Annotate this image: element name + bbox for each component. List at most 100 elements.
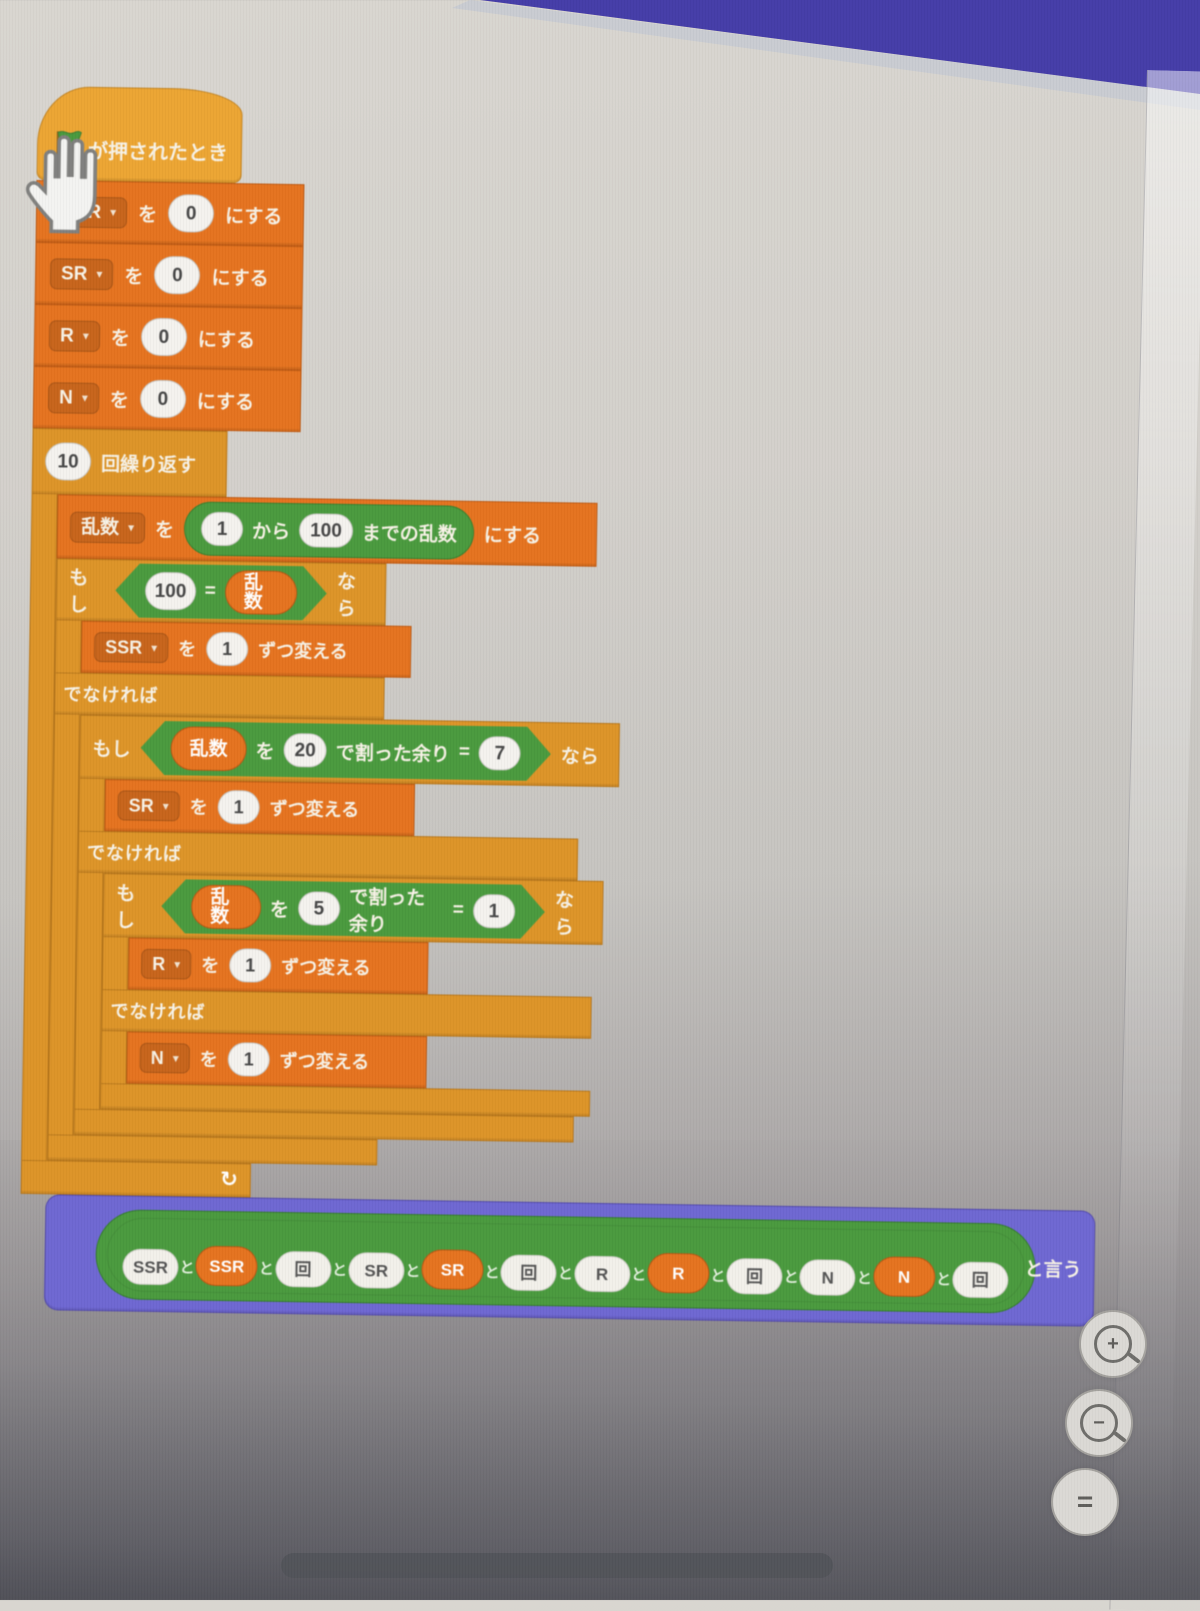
say-block[interactable]: SSR と SSR と 回 と SR と SR と 回 と R と R と 回 … <box>43 1194 1096 1327</box>
zoom-reset-icon: = <box>1076 1486 1094 1517</box>
variable-dropdown[interactable]: N ▾ <box>47 381 100 414</box>
chevron-down-icon: ▾ <box>151 640 158 655</box>
mod-equals-condition[interactable]: 乱数 を 5 で割った余り = 1 <box>161 879 545 939</box>
join-text-input[interactable]: SR <box>347 1252 405 1289</box>
operator-label: = <box>452 899 465 921</box>
particle-label: を <box>201 955 220 976</box>
compare-value-input[interactable]: 7 <box>479 736 522 771</box>
join-text-input[interactable]: 回 <box>500 1254 558 1292</box>
pick-random-reporter[interactable]: 1 から 100 までの乱数 <box>183 501 475 560</box>
repeat-block-header[interactable]: 10 回繰り返す <box>31 427 228 498</box>
value-input[interactable]: 1 <box>205 631 249 667</box>
repeat-count-input[interactable]: 10 <box>44 442 92 481</box>
divisor-input[interactable]: 20 <box>283 733 327 768</box>
if-equals-100-header[interactable]: もし 100 = 乱数 なら <box>55 558 387 626</box>
variable-name: N <box>150 1047 164 1069</box>
change-r-block[interactable]: R ▾ を 1 ずつ変える <box>127 937 429 995</box>
variable-name: SR <box>60 262 88 285</box>
variable-dropdown[interactable]: R ▾ <box>48 319 101 352</box>
compare-value-input[interactable]: 1 <box>473 894 516 929</box>
value-input[interactable]: 1 <box>228 948 272 983</box>
set-random-block[interactable]: 乱数 ▾ を 1 から 100 までの乱数 にする <box>56 494 598 567</box>
suffix-label: ずつ変える <box>281 956 371 979</box>
join-separator: と <box>557 1265 574 1283</box>
join-separator: と <box>856 1270 873 1288</box>
variable-dropdown[interactable]: SR ▾ <box>117 790 180 822</box>
particle-label: を <box>124 265 144 288</box>
variable-name: 乱数 <box>80 516 120 538</box>
join-text-input[interactable]: 回 <box>274 1250 332 1288</box>
set-n-block[interactable]: N ▾ を 0 にする <box>32 365 302 433</box>
set-sr-block[interactable]: SR ▾ を 0 にする <box>34 241 304 309</box>
variable-dropdown[interactable]: R ▾ <box>140 948 192 980</box>
chevron-down-icon: ▾ <box>174 957 181 972</box>
value-input[interactable]: 0 <box>154 255 201 295</box>
if-mod5-header[interactable]: もし 乱数 を 5 で割った余り = 1 なら <box>102 873 604 945</box>
random-from-input[interactable]: 1 <box>200 511 244 547</box>
from-label: から <box>251 520 291 543</box>
join-text-input[interactable]: N <box>799 1259 857 1296</box>
variable-dropdown[interactable]: SR ▾ <box>49 257 114 290</box>
random-to-input[interactable]: 100 <box>298 513 354 548</box>
join-separator: と <box>179 1259 195 1277</box>
particle-label: を <box>154 519 175 541</box>
scratch-script: が押されたとき SSR ▾ を 0 にする SR ▾ を 0 にする R ▾ を… <box>19 86 1188 1344</box>
minus-glyph: − <box>1093 1411 1105 1434</box>
horizontal-scrollbar[interactable] <box>281 1553 833 1578</box>
value-input[interactable]: 0 <box>167 194 215 233</box>
zoom-out-icon: − <box>1080 1404 1118 1442</box>
operator-label: = <box>204 580 216 602</box>
set-r-block[interactable]: R ▾ を 0 にする <box>33 303 303 371</box>
if2-arm[interactable] <box>78 778 106 832</box>
random-variable-reporter[interactable]: 乱数 <box>170 726 247 771</box>
change-n-block[interactable]: N ▾ を 1 ずつ変える <box>126 1031 428 1089</box>
zoom-reset-button[interactable]: = <box>1051 1468 1119 1536</box>
zoom-in-button[interactable]: + <box>1079 1310 1147 1378</box>
divisor-input[interactable]: 5 <box>298 891 341 926</box>
value-input[interactable]: 0 <box>139 379 187 419</box>
change-ssr-block[interactable]: SSR ▾ を 1 ずつ変える <box>80 620 412 678</box>
variable-dropdown[interactable]: N ▾ <box>139 1042 191 1074</box>
join-text-input[interactable]: 回 <box>726 1257 783 1295</box>
suffix-label: ずつ変える <box>258 640 348 662</box>
r-variable-reporter[interactable]: R <box>646 1252 710 1294</box>
else-bar-1[interactable]: でなければ <box>54 672 385 720</box>
join-text-input[interactable]: 回 <box>952 1261 1009 1299</box>
variable-dropdown[interactable]: 乱数 ▾ <box>69 511 146 544</box>
mod-equals-condition[interactable]: 乱数 を 20 で割った余り = 7 <box>140 721 551 781</box>
particle-label: を <box>109 389 130 411</box>
if-label: もし <box>115 883 136 932</box>
join-separator: と <box>405 1262 421 1281</box>
value-input[interactable]: 1 <box>217 789 261 825</box>
mod-label: で割った余り <box>335 742 450 766</box>
left-operand-input[interactable]: 100 <box>145 572 196 611</box>
variable-dropdown[interactable]: SSR ▾ <box>93 631 169 664</box>
suffix-label: にする <box>196 391 255 413</box>
sr-variable-reporter[interactable]: SR <box>421 1249 484 1291</box>
if1-arm[interactable] <box>54 620 82 673</box>
join-reporter-chain[interactable]: SSR と SSR と 回 と SR と SR と 回 と R と R と 回 … <box>94 1209 1037 1314</box>
then-label: なら <box>336 571 357 621</box>
join-separator: と <box>936 1271 952 1289</box>
if-label: もし <box>92 738 131 761</box>
if3-arm-else[interactable] <box>100 1031 128 1084</box>
repeat-bottom-bar[interactable]: ↻ <box>20 1159 252 1198</box>
random-variable-reporter[interactable]: 乱数 <box>191 885 261 930</box>
change-sr-block[interactable]: SR ▾ を 1 ずつ変える <box>104 779 416 837</box>
particle-label: を <box>189 797 208 818</box>
if-mod20-header[interactable]: もし 乱数 を 20 で割った余り = 7 なら <box>79 714 621 788</box>
value-input[interactable]: 0 <box>140 317 188 357</box>
if3-arm[interactable] <box>101 937 129 990</box>
zoom-out-button[interactable]: − <box>1065 1389 1133 1457</box>
equals-condition[interactable]: 100 = 乱数 <box>115 563 327 620</box>
then-label: なら <box>560 745 600 768</box>
join-text-input[interactable]: R <box>573 1255 631 1293</box>
random-variable-reporter[interactable]: 乱数 <box>224 570 297 615</box>
value-input[interactable]: 1 <box>227 1042 271 1077</box>
n-variable-reporter[interactable]: N <box>872 1256 936 1298</box>
join-text-input[interactable]: SSR <box>122 1248 179 1286</box>
if2-arm-else[interactable] <box>73 872 104 1110</box>
ssr-variable-reporter[interactable]: SSR <box>195 1245 259 1287</box>
particle-label: を <box>178 639 197 660</box>
